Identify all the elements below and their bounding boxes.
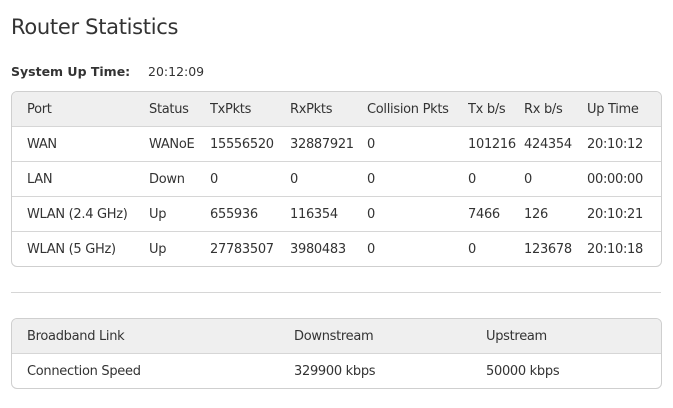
table-cell: 116354: [290, 196, 367, 232]
table-cell: 3980483: [290, 231, 367, 266]
column-header: Collision Pkts: [367, 101, 449, 117]
section-divider: [11, 292, 661, 293]
table-cell: Up: [149, 196, 210, 232]
table-cell: Connection Speed: [12, 353, 294, 388]
column-header: Port: [27, 101, 52, 117]
column-header: TxPkts: [210, 101, 252, 117]
column-header: Status: [149, 101, 189, 117]
table-cell: 0: [210, 161, 290, 197]
system-up-time-value: 20:12:09: [148, 64, 205, 79]
page-title: Router Statistics: [11, 15, 179, 39]
table-cell: 0: [524, 161, 587, 197]
table-cell: 27783507: [210, 231, 290, 266]
table-cell: Up: [149, 231, 210, 266]
table-cell: 655936: [210, 196, 290, 232]
table-cell: 329900 kbps: [294, 353, 486, 388]
column-header: Upstream: [486, 328, 547, 344]
table-cell: 15556520: [210, 126, 290, 162]
table-header-row: Broadband Link Downstream Upstream: [12, 319, 661, 354]
table-cell: 0: [367, 126, 468, 162]
table-row: WLAN (5 GHz) Up 27783507 3980483 0 0 123678 20:…: [12, 231, 661, 266]
system-up-time-label: System Up Time:: [11, 64, 131, 79]
table-cell: 101216: [468, 126, 524, 162]
table-cell: 7466: [468, 196, 524, 232]
table-cell: 126: [524, 196, 587, 232]
table-row: WLAN (2.4 GHz) Up 655936 116354 0 7466 126 20:1…: [12, 196, 661, 232]
table-cell: 0: [468, 161, 524, 197]
table-cell: 20:10:21: [587, 196, 661, 232]
table-row: Connection Speed 329900 kbps 50000 kbps: [12, 353, 661, 388]
table-cell: 123678: [524, 231, 587, 266]
table-row: LAN Down 0 0 0 0 0 00:00:00: [12, 161, 661, 197]
table-cell: 0: [290, 161, 367, 197]
table-cell: 0: [367, 196, 468, 232]
table-cell: WANoE: [149, 126, 210, 162]
port-stats-table: Port Status TxPkts RxPkts Collision Pkts Tx b…: [11, 91, 662, 267]
table-cell: 424354: [524, 126, 587, 162]
table-row: WAN WANoE 15556520 32887921 0 101216 424354 20:…: [12, 126, 661, 162]
system-up-time: System Up Time: 20:12:09: [11, 64, 204, 79]
table-cell: Down: [149, 161, 210, 197]
table-cell: WAN: [12, 126, 149, 162]
table-cell: 0: [367, 231, 468, 266]
column-header: Rx b/s: [524, 101, 563, 117]
table-cell: LAN: [12, 161, 149, 197]
column-header: Broadband Link: [27, 328, 125, 344]
column-header: Tx b/s: [468, 101, 506, 117]
table-header-row: Port Status TxPkts RxPkts Collision Pkts Tx b…: [12, 92, 661, 127]
broadband-table: Broadband Link Downstream Upstream Connect…: [11, 318, 662, 389]
table-cell: 20:10:18: [587, 231, 661, 266]
table-cell: 32887921: [290, 126, 367, 162]
table-cell: WLAN (5 GHz): [12, 231, 149, 266]
column-header: RxPkts: [290, 101, 333, 117]
table-cell: 0: [468, 231, 524, 266]
table-cell: 00:00:00: [587, 161, 661, 197]
table-cell: WLAN (2.4 GHz): [12, 196, 149, 232]
table-cell: 0: [367, 161, 468, 197]
table-cell: 20:10:12: [587, 126, 661, 162]
column-header: Up Time: [587, 101, 639, 117]
column-header: Downstream: [294, 328, 374, 344]
table-cell: 50000 kbps: [486, 353, 661, 388]
